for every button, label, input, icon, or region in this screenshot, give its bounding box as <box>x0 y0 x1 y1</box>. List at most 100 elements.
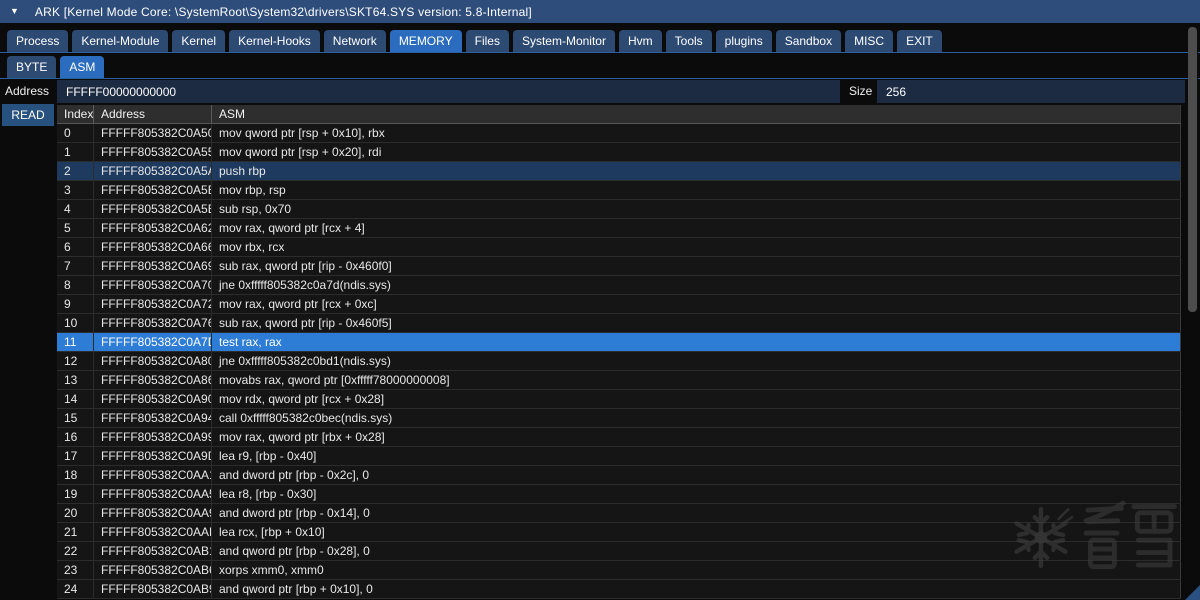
subtab-asm[interactable]: ASM <box>60 56 105 78</box>
address-cell: FFFFF805382C0A90 <box>94 390 212 408</box>
header-cell-asm[interactable]: ASM <box>212 105 1181 123</box>
asm-cell: lea r8, [rbp - 0x30] <box>212 485 1181 503</box>
table-row[interactable]: 7 FFFFF805382C0A69 sub rax, qword ptr [rip… <box>57 257 1181 276</box>
index-cell: 23 <box>57 561 94 579</box>
tab-hvm[interactable]: Hvm <box>618 30 662 52</box>
asm-cell: sub rsp, 0x70 <box>212 200 1181 218</box>
index-cell: 24 <box>57 580 94 598</box>
table-row[interactable]: 1 FFFFF805382C0A55 mov qword ptr [rsp + 0x… <box>57 143 1181 162</box>
table-row[interactable]: 16 FFFFF805382C0A99 mov rax, qword ptr [rb… <box>57 428 1181 447</box>
table-row[interactable]: 8 FFFFF805382C0A70 jne 0xfffff805382c0a7d(… <box>57 276 1181 295</box>
table-row[interactable]: 13 FFFFF805382C0A86 movabs rax, qword ptr … <box>57 371 1181 390</box>
main-tabbar: Process Kernel-Module Kernel Kernel-Hooks Ne… <box>0 29 1200 53</box>
address-cell: FFFFF805382C0AB6 <box>94 561 212 579</box>
asm-cell: mov rdx, qword ptr [rcx + 0x28] <box>212 390 1181 408</box>
address-cell: FFFFF805382C0A72 <box>94 295 212 313</box>
address-cell: FFFFF805382C0A66 <box>94 238 212 256</box>
table-row[interactable]: 5 FFFFF805382C0A62 mov rax, qword ptr [rcx… <box>57 219 1181 238</box>
address-cell: FFFFF805382C0A86 <box>94 371 212 389</box>
table-row[interactable]: 4 FFFFF805382C0A5E sub rsp, 0x70 <box>57 200 1181 219</box>
index-cell: 1 <box>57 143 94 161</box>
address-cell: FFFFF805382C0AAD <box>94 523 212 541</box>
index-cell: 8 <box>57 276 94 294</box>
tab-memory[interactable]: MEMORY <box>389 30 462 52</box>
scrollbar[interactable] <box>1188 25 1198 600</box>
table-row[interactable]: 17 FFFFF805382C0A9D lea r9, [rbp - 0x40] <box>57 447 1181 466</box>
address-cell: FFFFF805382C0AA5 <box>94 485 212 503</box>
table-row[interactable]: 24 FFFFF805382C0AB9 and qword ptr [rbp + 0… <box>57 580 1181 599</box>
size-label: Size <box>849 84 873 98</box>
address-cell: FFFFF805382C0AA9 <box>94 504 212 522</box>
table-row[interactable]: 10 FFFFF805382C0A76 sub rax, qword ptr [ri… <box>57 314 1181 333</box>
tab-kernel-module[interactable]: Kernel-Module <box>72 30 169 52</box>
asm-cell: mov qword ptr [rsp + 0x20], rdi <box>212 143 1181 161</box>
asm-cell: lea r9, [rbp - 0x40] <box>212 447 1181 465</box>
index-cell: 22 <box>57 542 94 560</box>
address-cell: FFFFF805382C0AA1 <box>94 466 212 484</box>
asm-cell: mov qword ptr [rsp + 0x10], rbx <box>212 124 1181 142</box>
tab-files[interactable]: Files <box>465 30 509 52</box>
address-cell: FFFFF805382C0A62 <box>94 219 212 237</box>
header-cell-index[interactable]: Index <box>57 105 94 123</box>
tab-system-monitor[interactable]: System-Monitor <box>512 30 615 52</box>
table-row[interactable]: 3 FFFFF805382C0A5B mov rbp, rsp <box>57 181 1181 200</box>
index-cell: 14 <box>57 390 94 408</box>
index-cell: 3 <box>57 181 94 199</box>
table-row[interactable]: 23 FFFFF805382C0AB6 xorps xmm0, xmm0 <box>57 561 1181 580</box>
table-row[interactable]: 20 FFFFF805382C0AA9 and dword ptr [rbp - 0… <box>57 504 1181 523</box>
subtab-byte[interactable]: BYTE <box>7 56 57 78</box>
asm-cell: mov rbx, rcx <box>212 238 1181 256</box>
asm-cell: movabs rax, qword ptr [0xfffff7800000000… <box>212 371 1181 389</box>
table-row[interactable]: 2 FFFFF805382C0A5A push rbp <box>57 162 1181 181</box>
asm-cell: test rax, rax <box>212 333 1181 351</box>
read-button[interactable]: READ <box>2 104 54 126</box>
address-cell: FFFFF805382C0A76 <box>94 314 212 332</box>
scrollbar-thumb[interactable] <box>1188 27 1197 312</box>
table-row[interactable]: 18 FFFFF805382C0AA1 and dword ptr [rbp - 0… <box>57 466 1181 485</box>
index-cell: 13 <box>57 371 94 389</box>
asm-cell: and dword ptr [rbp - 0x2c], 0 <box>212 466 1181 484</box>
table-row[interactable]: 14 FFFFF805382C0A90 mov rdx, qword ptr [rc… <box>57 390 1181 409</box>
index-cell: 10 <box>57 314 94 332</box>
asm-cell: sub rax, qword ptr [rip - 0x460f5] <box>212 314 1181 332</box>
table-row[interactable]: 12 FFFFF805382C0A80 jne 0xfffff805382c0bd1… <box>57 352 1181 371</box>
address-cell: FFFFF805382C0A5A <box>94 162 212 180</box>
table-row[interactable]: 15 FFFFF805382C0A94 call 0xfffff805382c0be… <box>57 409 1181 428</box>
asm-table: Index Address ASM 0 FFFFF805382C0A50 mov q… <box>57 105 1181 599</box>
tab-misc[interactable]: MISC <box>845 30 894 52</box>
table-row[interactable]: 22 FFFFF805382C0AB1 and qword ptr [rbp - 0… <box>57 542 1181 561</box>
table-row[interactable]: 0 FFFFF805382C0A50 mov qword ptr [rsp + 0x… <box>57 124 1181 143</box>
tab-exit[interactable]: EXIT <box>897 30 942 52</box>
asm-cell: and qword ptr [rbp + 0x10], 0 <box>212 580 1181 598</box>
index-cell: 12 <box>57 352 94 370</box>
address-input[interactable] <box>57 80 840 103</box>
tab-sandbox[interactable]: Sandbox <box>775 30 842 52</box>
tab-kernel[interactable]: Kernel <box>172 30 226 52</box>
address-cell: FFFFF805382C0A69 <box>94 257 212 275</box>
table-row[interactable]: 21 FFFFF805382C0AAD lea rcx, [rbp + 0x10] <box>57 523 1181 542</box>
tab-tools[interactable]: Tools <box>665 30 712 52</box>
header-cell-address[interactable]: Address <box>94 105 212 123</box>
table-row[interactable]: 19 FFFFF805382C0AA5 lea r8, [rbp - 0x30] <box>57 485 1181 504</box>
address-cell: FFFFF805382C0A9D <box>94 447 212 465</box>
index-cell: 5 <box>57 219 94 237</box>
tab-process[interactable]: Process <box>7 30 69 52</box>
asm-table-body: 0 FFFFF805382C0A50 mov qword ptr [rsp + 0x… <box>57 124 1181 599</box>
asm-cell: mov rbp, rsp <box>212 181 1181 199</box>
asm-cell: mov rax, qword ptr [rbx + 0x28] <box>212 428 1181 446</box>
table-row[interactable]: 9 FFFFF805382C0A72 mov rax, qword ptr [rcx… <box>57 295 1181 314</box>
index-cell: 9 <box>57 295 94 313</box>
tab-kernel-hooks[interactable]: Kernel-Hooks <box>229 30 320 52</box>
size-input[interactable] <box>877 80 1185 103</box>
sub-tabbar: BYTE ASM <box>0 55 1200 79</box>
resize-grip-icon[interactable] <box>1185 585 1200 600</box>
dropdown-triangle-icon[interactable]: ▼ <box>10 6 19 16</box>
tab-network[interactable]: Network <box>323 30 386 52</box>
table-row[interactable]: 11 FFFFF805382C0A7D test rax, rax <box>57 333 1181 352</box>
table-row[interactable]: 6 FFFFF805382C0A66 mov rbx, rcx <box>57 238 1181 257</box>
asm-cell: jne 0xfffff805382c0a7d(ndis.sys) <box>212 276 1181 294</box>
tab-plugins[interactable]: plugins <box>715 30 772 52</box>
asm-cell: jne 0xfffff805382c0bd1(ndis.sys) <box>212 352 1181 370</box>
asm-cell: and dword ptr [rbp - 0x14], 0 <box>212 504 1181 522</box>
address-cell: FFFFF805382C0A94 <box>94 409 212 427</box>
